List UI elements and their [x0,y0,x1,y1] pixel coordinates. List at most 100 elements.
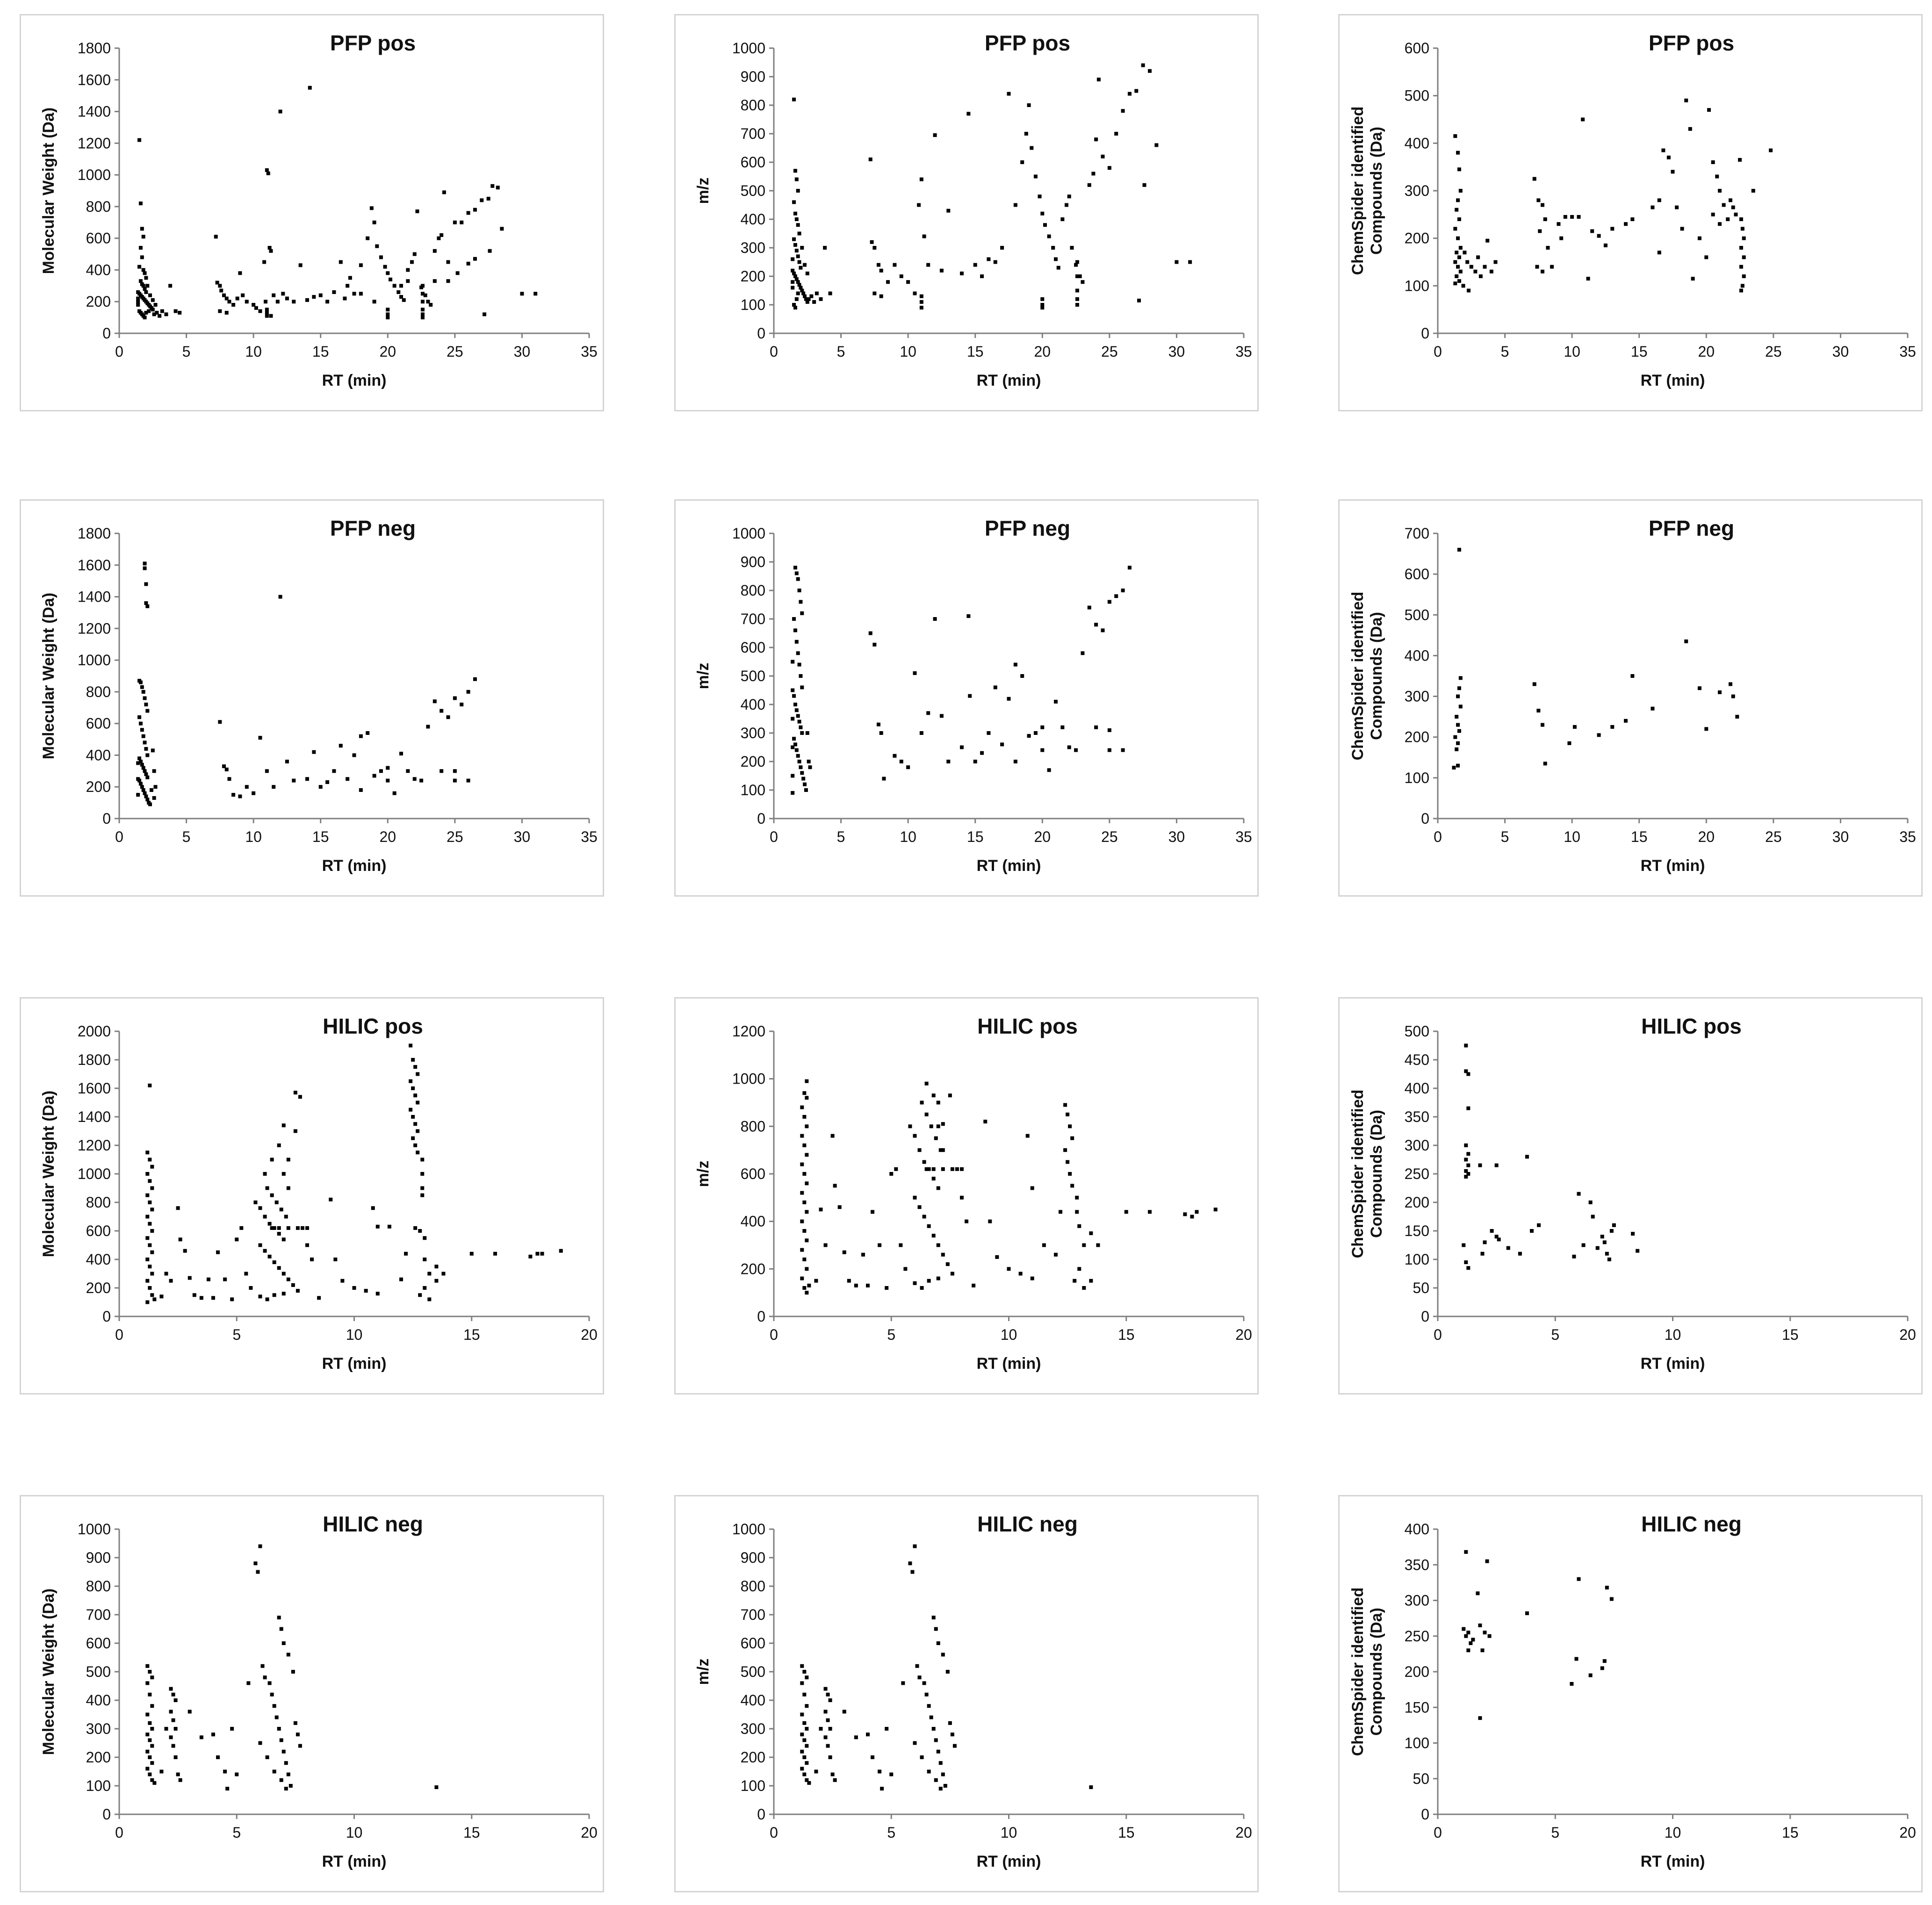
data-point [258,1544,262,1548]
y-tick-label: 600 [86,715,111,732]
data-point [792,97,796,101]
data-point [919,177,923,181]
data-point [797,589,801,592]
data-point [144,794,148,798]
data-point [1464,1169,1468,1173]
data-point [496,186,500,190]
data-point [433,249,437,253]
data-point [379,769,383,773]
data-point [466,690,470,694]
y-tick-label: 150 [1405,1699,1429,1716]
data-point [802,1772,807,1776]
data-point [1538,229,1542,233]
data-point [899,760,903,763]
scatter-plot: 0 5 10 15 20 25 30 35 0 100 200 300 400 500 600 700 800 9… [694,516,1252,875]
data-point [141,788,145,792]
y-tick-label: 900 [86,1549,111,1566]
data-point [486,196,490,201]
data-point [796,189,800,193]
data-point [799,266,803,270]
data-point [528,1254,533,1258]
data-point [1728,682,1732,686]
y-tick-label: 0 [757,325,765,342]
data-point [252,791,256,795]
chart-panel-p5: 0 5 10 15 20 25 30 35 0 100 200 300 400 500 600 700 PFP … [1338,499,1923,897]
data-point [263,1172,267,1176]
data-point [1532,682,1536,686]
y-tick-label: 100 [1405,1735,1429,1752]
data-point [906,280,910,284]
data-point [936,1749,940,1754]
data-point [420,312,425,316]
data-point [805,271,809,275]
data-point [828,1727,832,1731]
data-point [1532,177,1536,181]
x-tick-label: 30 [1832,828,1849,845]
data-point [187,1710,192,1714]
data-point [159,1769,164,1774]
data-point [920,1286,924,1290]
y-axis-label: m/z [694,663,712,690]
data-point [1466,1152,1471,1156]
y-tick-label: 200 [1405,729,1429,746]
data-point [854,1735,858,1740]
data-point [423,293,427,297]
data-point [389,277,393,281]
data-point [1114,132,1118,136]
x-tick-label: 15 [1118,1824,1135,1841]
y-axis-label: ChemSpider identified [1349,1588,1367,1756]
data-point [192,1293,196,1297]
data-point [469,1251,474,1256]
data-point [148,1755,152,1759]
data-point [800,1162,804,1166]
data-point [882,776,886,781]
data-point [235,1237,239,1242]
data-point [138,680,143,684]
y-tick-label: 250 [1405,1165,1429,1182]
chart-panel-p2: 0 5 10 15 20 25 30 35 0 100 200 300 400 500 600 PFP pos… [1338,14,1923,411]
data-point [815,291,819,295]
y-tick-label: 900 [741,1549,765,1566]
x-tick-label: 35 [1899,343,1916,360]
y-axis-label: Compounds (Da) [1368,1110,1385,1238]
x-tick-label: 25 [1765,343,1782,360]
data-point [145,1749,150,1754]
data-point [1464,1143,1468,1147]
data-point [148,1179,152,1183]
data-point [1577,1192,1581,1196]
data-point [169,1710,173,1714]
data-point [1074,748,1078,752]
data-point [148,1286,152,1290]
data-point [1453,735,1457,739]
data-point [419,778,424,783]
y-tick-label: 1400 [78,1108,111,1125]
x-tick-label: 5 [232,1824,241,1841]
data-point [1478,1163,1482,1167]
data-point [1624,222,1628,226]
data-point [793,169,797,173]
y-tick-label: 350 [1405,1108,1429,1125]
data-point [178,1778,182,1782]
x-tick-label: 5 [182,828,191,845]
x-tick-label: 10 [1564,343,1580,360]
data-point [152,796,156,800]
data-point [1040,306,1045,310]
y-tick-label: 800 [741,1578,765,1595]
data-point [823,246,827,250]
data-point [917,203,921,207]
data-point [219,288,223,293]
data-point [1455,747,1459,751]
data-point [1453,134,1457,138]
data-point [796,223,800,227]
data-point [473,257,477,261]
data-point [267,246,272,250]
data-point [791,717,795,721]
data-point [151,748,155,753]
data-point [339,744,343,748]
data-point [1742,236,1746,240]
data-point [216,1755,220,1759]
y-axis-label: Compounds (Da) [1368,612,1385,740]
data-point [372,774,376,778]
data-point [1483,1240,1487,1244]
data-point [805,1153,809,1157]
